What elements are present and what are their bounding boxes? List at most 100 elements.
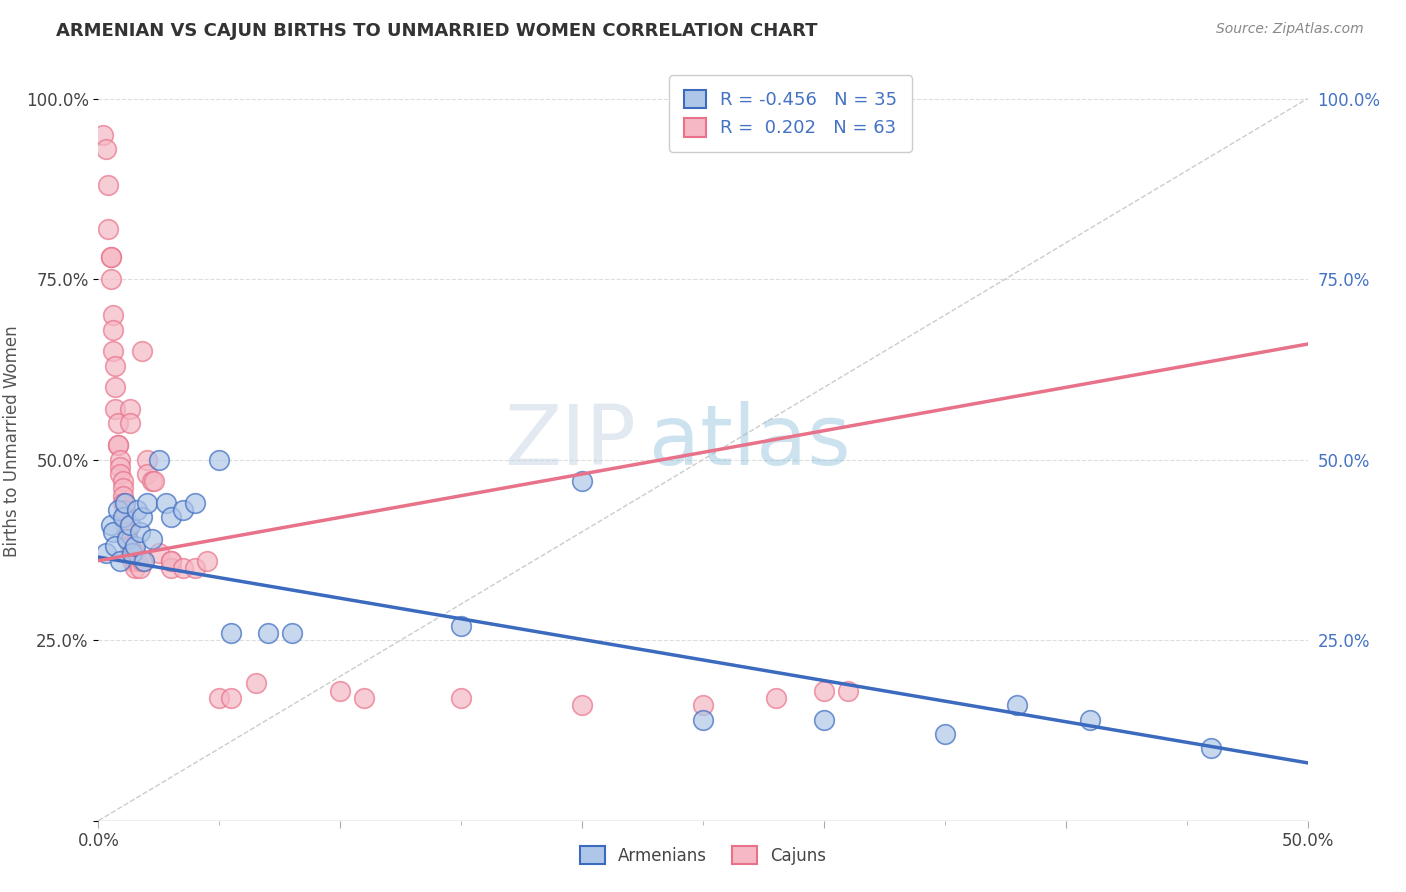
Point xyxy=(100,272,122,286)
Point xyxy=(107,417,129,431)
Text: ZIP: ZIP xyxy=(505,401,637,482)
Point xyxy=(127,503,149,517)
Point xyxy=(813,683,835,698)
Point xyxy=(111,496,134,510)
Point xyxy=(100,251,122,265)
Point xyxy=(571,475,593,489)
Point xyxy=(281,626,304,640)
Point xyxy=(114,517,136,532)
Point xyxy=(118,517,141,532)
Point xyxy=(571,698,593,712)
Point xyxy=(104,359,127,373)
Point xyxy=(121,554,143,568)
Text: ARMENIAN VS CAJUN BIRTHS TO UNMARRIED WOMEN CORRELATION CHART: ARMENIAN VS CAJUN BIRTHS TO UNMARRIED WO… xyxy=(56,22,818,40)
Point xyxy=(111,489,134,503)
Point xyxy=(104,539,127,553)
Point xyxy=(97,178,120,193)
Point xyxy=(148,452,170,467)
Point xyxy=(94,546,117,560)
Point xyxy=(813,713,835,727)
Point xyxy=(172,503,194,517)
Point xyxy=(160,510,183,524)
Point xyxy=(934,727,956,741)
Point xyxy=(208,690,231,705)
Point xyxy=(121,546,143,560)
Point xyxy=(184,496,207,510)
Point xyxy=(104,402,127,417)
Point xyxy=(1007,698,1029,712)
Point xyxy=(692,698,714,712)
Point xyxy=(221,690,243,705)
Point xyxy=(172,561,194,575)
Point xyxy=(108,459,131,474)
Point xyxy=(450,690,472,705)
Y-axis label: Births to Unmarried Women: Births to Unmarried Women xyxy=(3,326,21,558)
Point xyxy=(135,496,157,510)
Point xyxy=(118,417,141,431)
Point xyxy=(117,532,139,546)
Point xyxy=(101,524,124,539)
Point xyxy=(108,554,131,568)
Point xyxy=(765,690,787,705)
Point xyxy=(124,546,146,560)
Point xyxy=(124,539,146,553)
Point xyxy=(128,561,150,575)
Point xyxy=(107,438,129,452)
Point xyxy=(107,438,129,452)
Point xyxy=(131,344,153,359)
Point xyxy=(94,142,117,156)
Point xyxy=(111,510,134,524)
Point xyxy=(114,510,136,524)
Point xyxy=(117,524,139,539)
Point xyxy=(1199,741,1222,756)
Point xyxy=(114,503,136,517)
Point xyxy=(135,467,157,481)
Point xyxy=(143,475,166,489)
Point xyxy=(117,532,139,546)
Point xyxy=(117,524,139,539)
Point xyxy=(135,452,157,467)
Text: atlas: atlas xyxy=(648,401,851,482)
Point xyxy=(97,221,120,235)
Point xyxy=(108,452,131,467)
Point xyxy=(101,344,124,359)
Point xyxy=(160,554,183,568)
Point xyxy=(128,524,150,539)
Point xyxy=(134,554,156,568)
Point xyxy=(837,683,859,698)
Point xyxy=(101,323,124,337)
Point xyxy=(353,690,375,705)
Point xyxy=(141,475,163,489)
Legend: Armenians, Cajuns: Armenians, Cajuns xyxy=(571,838,835,873)
Text: Source: ZipAtlas.com: Source: ZipAtlas.com xyxy=(1216,22,1364,37)
Point xyxy=(692,713,714,727)
Point xyxy=(208,452,231,467)
Point xyxy=(108,467,131,481)
Point xyxy=(100,517,122,532)
Point xyxy=(101,308,124,322)
Point xyxy=(160,554,183,568)
Point xyxy=(184,561,207,575)
Point xyxy=(121,546,143,560)
Point xyxy=(118,539,141,553)
Point xyxy=(111,482,134,496)
Point xyxy=(91,128,114,142)
Point xyxy=(1078,713,1101,727)
Point xyxy=(118,402,141,417)
Point xyxy=(124,561,146,575)
Point xyxy=(124,554,146,568)
Point xyxy=(256,626,278,640)
Point xyxy=(195,554,218,568)
Point xyxy=(100,251,122,265)
Point xyxy=(104,380,127,394)
Point xyxy=(245,676,267,690)
Point xyxy=(329,683,352,698)
Point xyxy=(160,561,183,575)
Point xyxy=(131,510,153,524)
Point xyxy=(141,532,163,546)
Point xyxy=(450,618,472,632)
Point xyxy=(131,554,153,568)
Point xyxy=(127,554,149,568)
Point xyxy=(111,475,134,489)
Point xyxy=(221,626,243,640)
